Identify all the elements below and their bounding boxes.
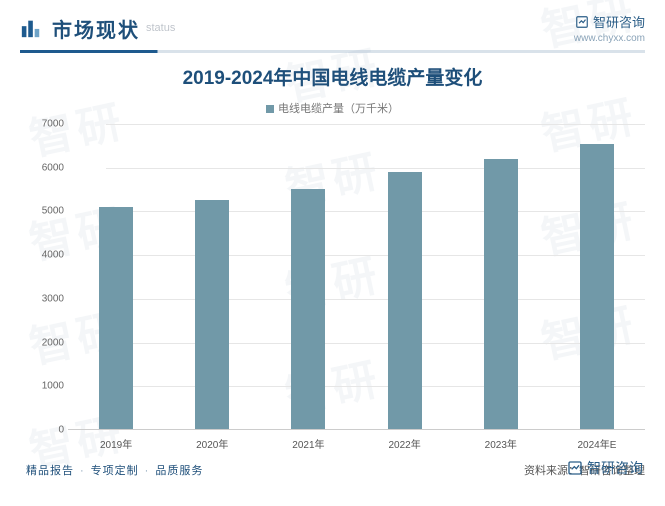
- brand-text: 智研咨询: [593, 12, 645, 31]
- brand-icon: [575, 15, 589, 29]
- y-axis: 01000200030004000500060007000: [30, 124, 68, 430]
- y-tick: 3000: [42, 293, 64, 304]
- bar-slot: [260, 124, 356, 429]
- bar-slot: [68, 124, 164, 429]
- y-tick: 2000: [42, 337, 64, 348]
- x-label: 2024年E: [549, 430, 645, 454]
- page-title: 市场现状: [52, 14, 140, 43]
- x-label: 2019年: [68, 430, 164, 454]
- y-tick: 4000: [42, 250, 64, 261]
- footer-item: 品质服务: [155, 465, 203, 477]
- footer: 精品报告·专项定制·品质服务 资料来源：智研咨询整理: [0, 454, 665, 488]
- brand-url: www.chyxx.com: [574, 33, 645, 44]
- legend-swatch: [266, 105, 274, 113]
- x-label: 2020年: [164, 430, 260, 454]
- page-subtitle: status: [146, 22, 175, 34]
- header-divider: [20, 50, 645, 53]
- bar-slot: [357, 124, 453, 429]
- footer-item: 精品报告: [26, 465, 74, 477]
- bar: [195, 200, 229, 429]
- y-tick: 1000: [42, 381, 64, 392]
- x-label: 2022年: [357, 430, 453, 454]
- bar: [99, 207, 133, 429]
- bar-slot: [453, 124, 549, 429]
- y-tick: 5000: [42, 206, 64, 217]
- y-tick: 0: [58, 425, 64, 436]
- bars-group: [68, 124, 645, 429]
- chart-area: 01000200030004000500060007000 2019年2020年…: [30, 124, 645, 454]
- chart-container: 智研智研智研 智研智研智研 智研智研智研 智研智研智研 市场现状 status …: [0, 0, 665, 506]
- brand-icon: [567, 460, 583, 476]
- bar: [484, 159, 518, 429]
- x-label: 2021年: [260, 430, 356, 454]
- brand-logo: 智研咨询: [574, 12, 645, 31]
- bar: [291, 189, 325, 429]
- y-tick: 7000: [42, 119, 64, 130]
- y-tick: 6000: [42, 162, 64, 173]
- bar-slot: [549, 124, 645, 429]
- plot-area: [68, 124, 645, 430]
- bar-slot: [164, 124, 260, 429]
- legend-label: 电线电缆产量（万千米）: [278, 103, 399, 115]
- footer-brand: 智研咨询: [567, 458, 643, 478]
- footer-left: 精品报告·专项定制·品质服务: [26, 462, 203, 478]
- footer-brand-text: 智研咨询: [587, 458, 643, 478]
- x-axis: 2019年2020年2021年2022年2023年2024年E: [68, 430, 645, 454]
- bar: [388, 172, 422, 429]
- chart-legend: 电线电缆产量（万千米）: [0, 100, 665, 116]
- footer-item: 专项定制: [91, 465, 139, 477]
- x-label: 2023年: [453, 430, 549, 454]
- header-left: 市场现状 status: [20, 14, 175, 43]
- chart-title: 2019-2024年中国电线电缆产量变化: [0, 63, 665, 90]
- bar: [580, 144, 614, 429]
- header: 市场现状 status 智研咨询 www.chyxx.com: [0, 0, 665, 50]
- bars-icon: [20, 17, 42, 39]
- header-right: 智研咨询 www.chyxx.com: [574, 12, 645, 44]
